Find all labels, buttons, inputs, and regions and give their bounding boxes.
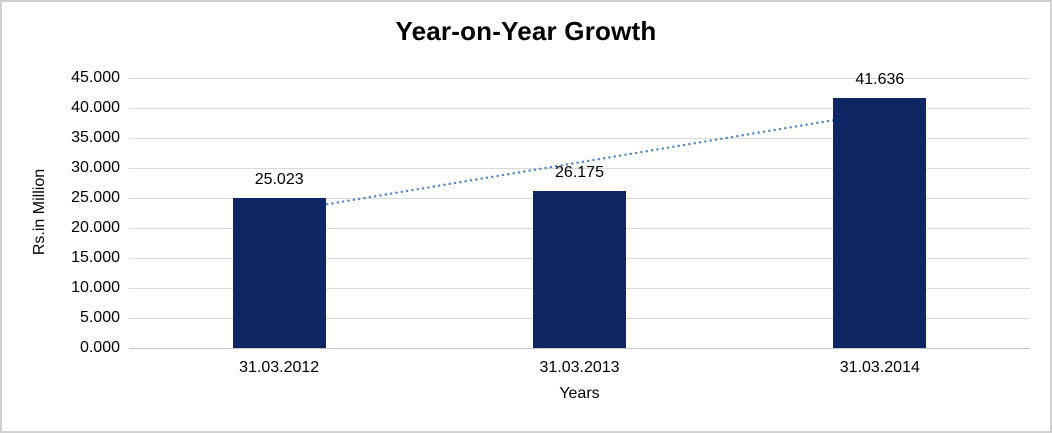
gridline [129,137,1030,139]
x-axis-title: Years [559,385,600,402]
y-tick-label: 30.000 [71,159,120,176]
gridline [129,77,1030,79]
x-tick-label: 31.03.2012 [239,359,320,376]
y-tick-label: 0.000 [79,339,120,356]
y-tick-label: 20.000 [71,219,120,236]
data-label: 41.636 [855,71,905,89]
plot-area: 25.023 26.175 41.636 [129,71,1030,349]
bar-31.03.2012 [232,197,326,348]
bar-31.03.2014 [833,98,927,348]
y-tick-label: 5.000 [79,309,120,326]
x-tick-label: 31.03.2013 [539,359,620,376]
chart-title: Year-on-Year Growth [395,16,657,46]
gridline [129,107,1030,109]
x-axis-line [129,348,1030,349]
y-tick-label: 15.000 [71,249,120,266]
data-label: 26.175 [555,163,604,181]
y-tick-label: 25.000 [71,189,120,206]
y-tick-label: 45.000 [71,69,120,86]
trendline-path [277,111,882,214]
y-tick-label: 40.000 [71,99,120,116]
x-tick-label: 31.03.2014 [839,359,920,376]
y-tick-label: 10.000 [71,279,120,296]
bar-31.03.2013 [533,190,626,348]
trendline [277,111,882,214]
y-tick-label: 35.000 [71,129,120,146]
gridline [129,167,1030,169]
data-label: 25.023 [254,170,304,188]
